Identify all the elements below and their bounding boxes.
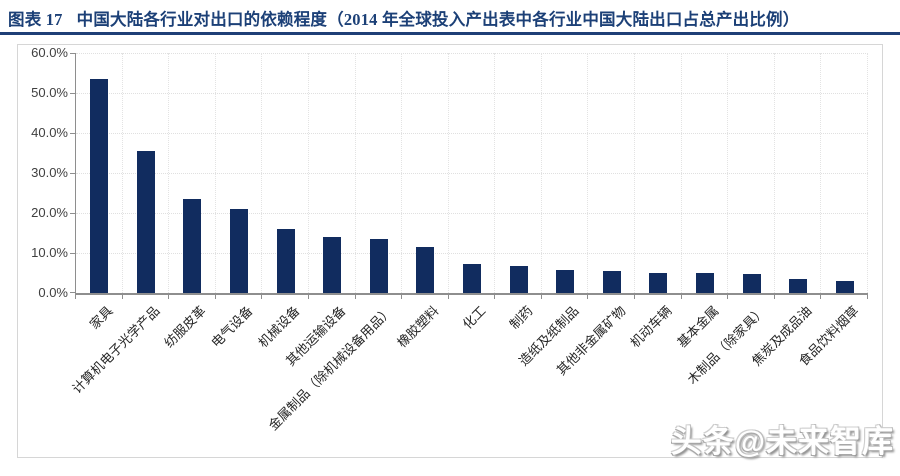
y-axis-tick-label: 10.0% <box>31 245 68 260</box>
bar <box>323 237 342 293</box>
y-gridline <box>76 253 868 254</box>
x-axis-tick <box>448 295 449 299</box>
y-axis-tick-label: 60.0% <box>31 45 68 60</box>
bar <box>789 279 808 293</box>
bar <box>695 273 714 293</box>
x-axis-category-label: 金属制品（除机械设备用品） <box>265 303 396 434</box>
x-gridline <box>261 53 263 293</box>
x-gridline <box>773 53 775 293</box>
y-axis-tick-label: 50.0% <box>31 85 68 100</box>
bar <box>463 264 481 293</box>
x-axis-category-label: 纺服皮革 <box>161 303 210 351</box>
x-gridline <box>214 53 216 293</box>
bar <box>230 209 249 293</box>
x-axis-category-label: 化工 <box>459 303 489 333</box>
x-axis-tick <box>75 295 76 299</box>
x-gridline <box>867 53 868 293</box>
bar <box>509 266 528 293</box>
y-axis-tick <box>70 213 76 214</box>
x-gridline <box>727 53 729 293</box>
bar <box>835 281 854 293</box>
bar <box>742 274 761 293</box>
x-axis-tick <box>867 295 868 299</box>
x-axis-tick <box>261 295 262 299</box>
y-gridline <box>76 93 868 94</box>
x-axis-tick <box>541 295 542 299</box>
y-axis-tick <box>70 292 76 293</box>
x-axis-category-label: 其他运输设备 <box>283 303 349 369</box>
y-axis-tick <box>70 93 76 94</box>
x-gridline <box>447 53 449 293</box>
title-underline-rule <box>0 32 900 35</box>
x-axis-tick <box>215 295 216 299</box>
x-gridline <box>121 53 123 293</box>
y-axis-tick-label: 0.0% <box>38 285 68 300</box>
x-gridline <box>634 53 636 293</box>
x-axis-category-label: 制药 <box>506 303 536 333</box>
bar <box>183 199 202 293</box>
bar-chart: 0.0% 10.0% 20.0% 30.0% 40.0% 50.0% 60.0% 家具 计算机电… <box>17 44 883 458</box>
x-gridline <box>401 53 403 293</box>
x-axis-tick <box>122 295 123 299</box>
x-gridline <box>540 53 542 293</box>
figure-title-text: 中国大陆各行业对出口的依赖程度（2014 年全球投入产出表中各行业中国大陆出口占… <box>76 10 800 29</box>
bar <box>602 271 621 293</box>
bar <box>369 239 388 293</box>
figure-title: 图表 17 中国大陆各行业对出口的依赖程度（2014 年全球投入产出表中各行业中国… <box>8 6 892 30</box>
x-gridline <box>168 53 170 293</box>
x-axis-tick <box>308 295 309 299</box>
y-gridline <box>76 213 868 214</box>
bar <box>649 273 668 293</box>
y-gridline <box>76 173 868 174</box>
y-axis-tick-label: 30.0% <box>31 165 68 180</box>
x-axis-tick <box>168 295 169 299</box>
y-axis-tick-label: 40.0% <box>31 125 68 140</box>
x-axis-tick <box>727 295 728 299</box>
x-axis-category-label: 电气设备 <box>208 303 256 351</box>
y-gridline <box>76 53 868 54</box>
plot-area <box>70 53 868 295</box>
y-gridline <box>76 133 868 134</box>
y-axis-tick <box>70 133 76 134</box>
x-axis-tick <box>820 295 821 299</box>
bar <box>90 79 109 293</box>
x-axis-tick <box>634 295 635 299</box>
x-gridline <box>680 53 682 293</box>
x-gridline <box>820 53 822 293</box>
x-axis-category-label: 造纸及纸制品 <box>516 303 582 369</box>
figure-number-label: 图表 17 <box>8 10 63 29</box>
y-axis-tick-label: 20.0% <box>31 205 68 220</box>
x-axis-tick <box>681 295 682 299</box>
x-gridline <box>354 53 356 293</box>
x-axis-tick <box>401 295 402 299</box>
x-axis-tick <box>774 295 775 299</box>
y-axis-tick <box>70 53 76 54</box>
watermark-text: 头条@未来智库 <box>670 424 894 459</box>
x-gridline <box>494 53 496 293</box>
bar <box>276 229 295 293</box>
bar <box>556 270 575 293</box>
x-axis-category-label: 机械设备 <box>254 303 303 351</box>
bar <box>416 247 435 293</box>
x-axis-category-label: 其他非金属矿物 <box>553 303 629 378</box>
x-gridline <box>307 53 309 293</box>
y-axis-tick <box>70 253 76 254</box>
x-gridline <box>587 53 589 293</box>
x-axis-tick <box>355 295 356 299</box>
x-axis-tick <box>494 295 495 299</box>
bar <box>136 151 155 293</box>
y-axis-tick <box>70 173 76 174</box>
x-axis-category-label: 橡胶塑料 <box>394 303 443 351</box>
x-axis-tick <box>587 295 588 299</box>
x-axis-category-label: 机动车辆 <box>627 303 675 351</box>
